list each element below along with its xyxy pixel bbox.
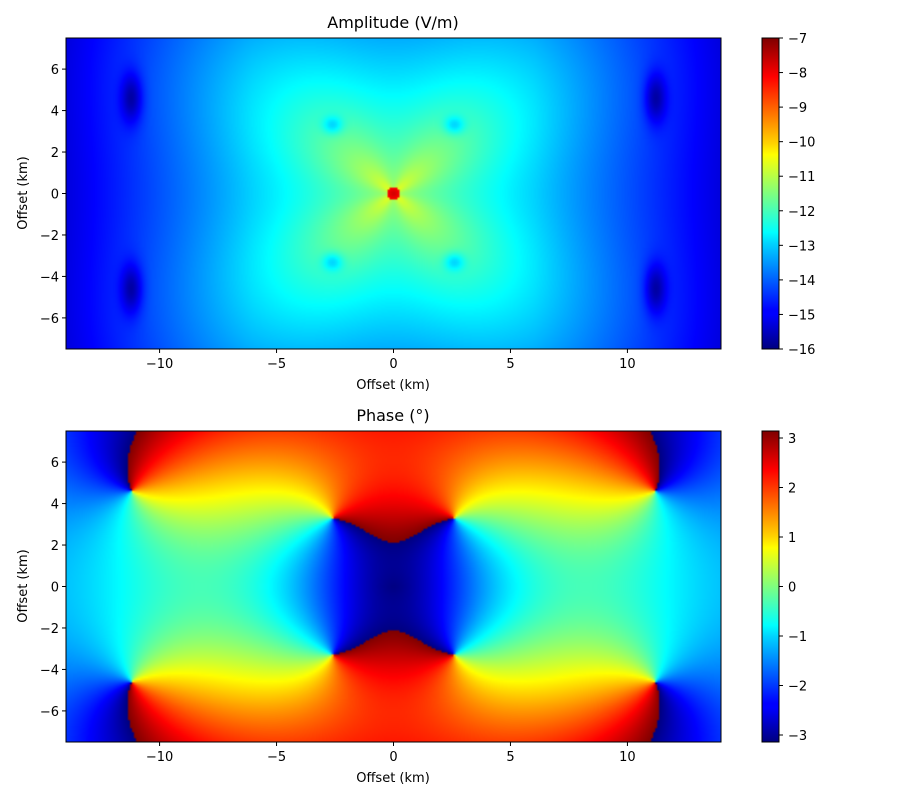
y-tick-label: −2 bbox=[40, 622, 59, 637]
phase-colorbar bbox=[761, 430, 780, 743]
x-tick-label: 10 bbox=[619, 750, 636, 765]
amplitude-y-label: Offset (km) bbox=[16, 156, 31, 230]
x-tick-label: 10 bbox=[619, 357, 636, 372]
y-tick-label: 2 bbox=[51, 539, 59, 554]
colorbar-tick-label: −10 bbox=[788, 136, 815, 151]
y-tick-label: 4 bbox=[51, 105, 59, 120]
x-tick-label: −10 bbox=[146, 357, 173, 372]
colorbar-tick-label: −12 bbox=[788, 205, 815, 220]
amplitude-panel: Amplitude (V/m) −10 −5 0 5 10 −6 −4 −2 0 2 4 6 Off… bbox=[16, 13, 815, 393]
y-tick-label: 6 bbox=[51, 63, 59, 78]
y-tick-label: −6 bbox=[40, 705, 59, 720]
x-tick-label: −10 bbox=[146, 750, 173, 765]
phase-heatmap bbox=[66, 431, 721, 742]
phase-colorbar-ticks: −3 −2 −1 0 1 2 3 bbox=[779, 432, 807, 744]
colorbar-tick-label: −7 bbox=[788, 32, 807, 47]
amplitude-colorbar-ticks: −16 −15 −14 −13 −12 −11 −10 −9 −8 −7 bbox=[779, 32, 815, 358]
colorbar-tick-label: −3 bbox=[788, 729, 807, 744]
amplitude-heatmap bbox=[66, 38, 721, 349]
amplitude-y-ticks: −6 −4 −2 0 2 4 6 bbox=[40, 63, 66, 327]
y-tick-label: −4 bbox=[40, 663, 59, 678]
phase-y-label: Offset (km) bbox=[16, 549, 31, 623]
y-tick-label: 0 bbox=[51, 581, 59, 596]
colorbar-tick-label: 3 bbox=[788, 432, 796, 447]
y-tick-label: −2 bbox=[40, 229, 59, 244]
y-tick-label: 2 bbox=[51, 146, 59, 161]
y-tick-label: 4 bbox=[51, 498, 59, 513]
colorbar-tick-label: −14 bbox=[788, 274, 815, 289]
x-tick-label: −5 bbox=[267, 750, 286, 765]
phase-x-ticks: −10 −5 0 5 10 bbox=[146, 742, 636, 765]
colorbar-tick-label: 0 bbox=[788, 581, 796, 596]
colorbar-tick-label: −2 bbox=[788, 679, 807, 694]
colorbar-tick-label: 2 bbox=[788, 482, 796, 497]
amplitude-x-ticks: −10 −5 0 5 10 bbox=[146, 349, 636, 372]
amplitude-colorbar bbox=[761, 37, 780, 350]
amplitude-title: Amplitude (V/m) bbox=[327, 13, 458, 32]
colorbar-tick-label: −11 bbox=[788, 170, 815, 185]
amplitude-x-label: Offset (km) bbox=[356, 378, 430, 393]
colorbar-tick-label: 1 bbox=[788, 531, 796, 546]
y-tick-label: 0 bbox=[51, 188, 59, 203]
x-tick-label: 5 bbox=[506, 750, 514, 765]
colorbar-tick-label: −16 bbox=[788, 343, 815, 358]
x-tick-label: 5 bbox=[506, 357, 514, 372]
colorbar-tick-label: −9 bbox=[788, 101, 807, 116]
colorbar-tick-label: −15 bbox=[788, 308, 815, 323]
phase-x-label: Offset (km) bbox=[356, 771, 430, 786]
phase-title: Phase (°) bbox=[356, 406, 429, 425]
x-tick-label: −5 bbox=[267, 357, 286, 372]
y-tick-label: 6 bbox=[51, 456, 59, 471]
colorbar-tick-label: −13 bbox=[788, 239, 815, 254]
phase-y-ticks: −6 −4 −2 0 2 4 6 bbox=[40, 456, 66, 720]
y-tick-label: −6 bbox=[40, 312, 59, 327]
x-tick-label: 0 bbox=[389, 750, 397, 765]
colorbar-tick-label: −8 bbox=[788, 67, 807, 82]
colorbar-tick-label: −1 bbox=[788, 630, 807, 645]
x-tick-label: 0 bbox=[389, 357, 397, 372]
y-tick-label: −4 bbox=[40, 270, 59, 285]
